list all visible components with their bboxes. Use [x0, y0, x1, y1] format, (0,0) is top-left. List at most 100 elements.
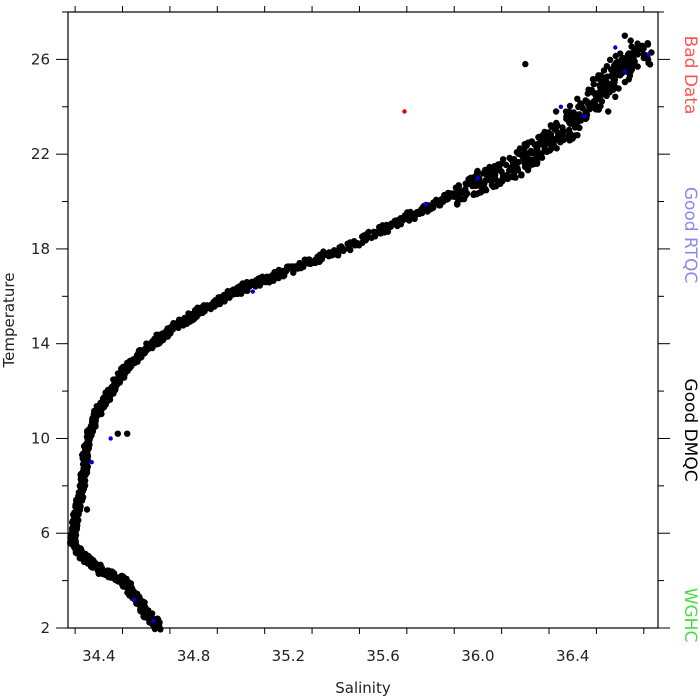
data-point: [83, 506, 91, 513]
data-point: [552, 108, 560, 115]
data-point: [522, 60, 529, 68]
data-point: [539, 139, 547, 147]
data-point: [344, 245, 352, 252]
series-good-dmqc: [67, 32, 655, 633]
x-tick-label: 35.2: [272, 647, 305, 665]
data-point: [569, 115, 576, 123]
y-tick-label: 18: [31, 240, 50, 258]
data-point: [514, 164, 521, 172]
data-point: [607, 72, 615, 80]
data-point: [516, 145, 524, 152]
data-point: [510, 156, 518, 163]
data-point: [558, 104, 564, 110]
data-point: [488, 176, 496, 184]
data-point: [605, 108, 612, 115]
axis-ticks: [56, 6, 670, 634]
data-point: [328, 252, 335, 259]
data-point: [645, 59, 652, 67]
data-point: [559, 132, 566, 139]
data-point: [331, 247, 338, 254]
legend-entry: Bad Data: [680, 36, 700, 115]
x-tick-label: 34.4: [82, 647, 115, 665]
series-bad-data: [402, 109, 407, 114]
data-point: [499, 156, 507, 163]
data-point: [482, 177, 489, 184]
data-point: [612, 93, 619, 101]
data-point: [592, 106, 600, 113]
x-axis-title: Salinity: [335, 679, 391, 697]
series-good-rtqc: [89, 45, 651, 624]
data-point: [628, 43, 635, 50]
y-tick-label: 22: [31, 145, 50, 163]
legend-entry: WGHC: [680, 588, 700, 643]
x-tick-labels: 34.4 34.8 35.2 35.6 36.0 36.4: [82, 647, 589, 665]
data-point: [597, 102, 604, 110]
data-point: [520, 155, 527, 162]
data-point: [617, 50, 624, 57]
data-point: [613, 45, 618, 50]
data-point: [529, 150, 536, 157]
data-point: [603, 62, 611, 70]
data-point: [463, 190, 471, 197]
data-point: [549, 143, 556, 150]
data-point: [108, 436, 113, 441]
data-point: [104, 567, 111, 574]
y-tick-label: 2: [40, 619, 50, 637]
data-point: [151, 618, 156, 624]
data-point: [298, 261, 305, 268]
data-point: [365, 228, 372, 236]
y-tick-label: 10: [31, 429, 50, 447]
data-point: [565, 131, 572, 139]
data-point: [473, 169, 481, 177]
data-point: [606, 56, 614, 63]
y-tick-label: 14: [31, 335, 50, 353]
data-point: [598, 80, 605, 88]
data-point: [455, 182, 462, 189]
data-point: [578, 102, 585, 109]
y-tick-label: 6: [40, 524, 50, 542]
data-point: [538, 150, 545, 158]
x-tick-label: 35.6: [366, 647, 399, 665]
data-point: [505, 174, 512, 181]
data-point: [574, 132, 581, 139]
data-point: [640, 54, 647, 62]
data-point: [518, 171, 525, 178]
data-point: [550, 137, 557, 144]
data-point: [290, 269, 297, 276]
data-point: [627, 37, 634, 44]
legend-entry: Good DMQC: [680, 378, 700, 481]
data-point: [384, 228, 392, 235]
data-point: [565, 126, 573, 134]
x-tick-label: 36.0: [461, 647, 494, 665]
data-point: [621, 32, 628, 39]
data-point: [590, 81, 597, 88]
data-point: [470, 191, 477, 198]
data-point: [453, 201, 461, 208]
data-point: [615, 85, 622, 92]
data-point: [623, 59, 630, 66]
legend-entry: Good RTQC: [680, 187, 700, 283]
data-point: [591, 100, 598, 108]
data-point: [502, 161, 510, 168]
x-tick-label: 34.8: [177, 647, 210, 665]
plot-frame: [67, 11, 659, 629]
data-point: [460, 195, 468, 203]
y-axis-title: Temperature: [0, 272, 18, 368]
data-point: [430, 204, 437, 211]
data-point: [250, 289, 255, 294]
data-point: [498, 168, 505, 175]
data-point: [604, 80, 611, 87]
data-point: [597, 73, 604, 80]
data-point: [574, 112, 582, 120]
data-point: [419, 208, 426, 215]
data-point: [576, 124, 583, 131]
data-point: [634, 63, 641, 70]
data-point: [527, 138, 535, 145]
y-tick-label: 26: [31, 50, 50, 68]
data-point: [89, 460, 94, 465]
data-point: [79, 451, 86, 459]
data-point: [553, 119, 560, 127]
data-point: [147, 340, 154, 347]
